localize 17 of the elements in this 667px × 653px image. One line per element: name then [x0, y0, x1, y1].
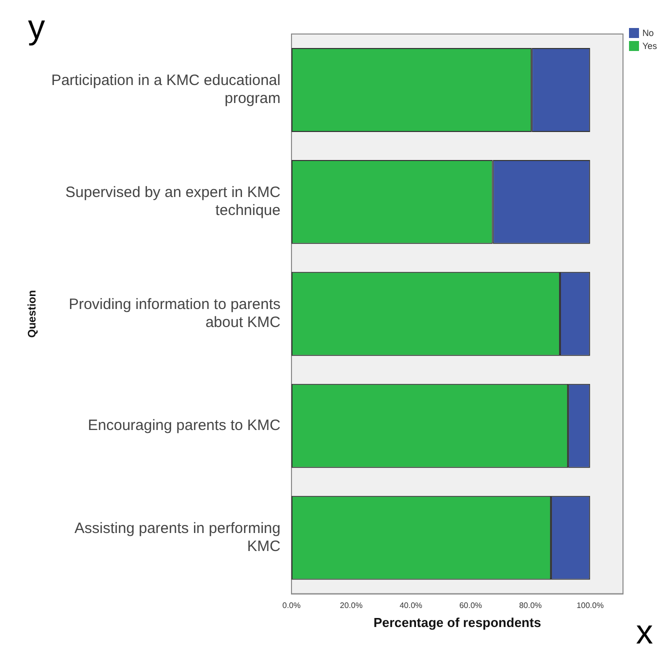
y-axis-title: Question [26, 290, 39, 338]
x-tick-label: 100.0% [576, 600, 604, 610]
y-tick-label: Supervised by an expert in KMC technique [65, 184, 281, 220]
legend-label: Yes [642, 41, 657, 51]
y-tick-label: Participation in a KMC educational program [51, 72, 280, 108]
x-tick-label: 0.0% [282, 600, 301, 610]
y-tick-label: Encouraging parents to KMC [88, 417, 281, 434]
x-tick-label: 60.0% [459, 600, 482, 610]
x-axis-title: Percentage of respondents [373, 614, 542, 630]
x-tick-label: 80.0% [519, 600, 542, 610]
x-tick-label: 20.0% [340, 600, 363, 610]
x-tick-label: 40.0% [400, 600, 422, 610]
legend-label: No [642, 28, 654, 38]
text: x [636, 613, 653, 652]
text: y [28, 8, 45, 46]
y-tick-label: Assisting parents in performing KMC [74, 520, 281, 555]
y-tick-label: Providing information to parents about KMC [68, 296, 281, 332]
